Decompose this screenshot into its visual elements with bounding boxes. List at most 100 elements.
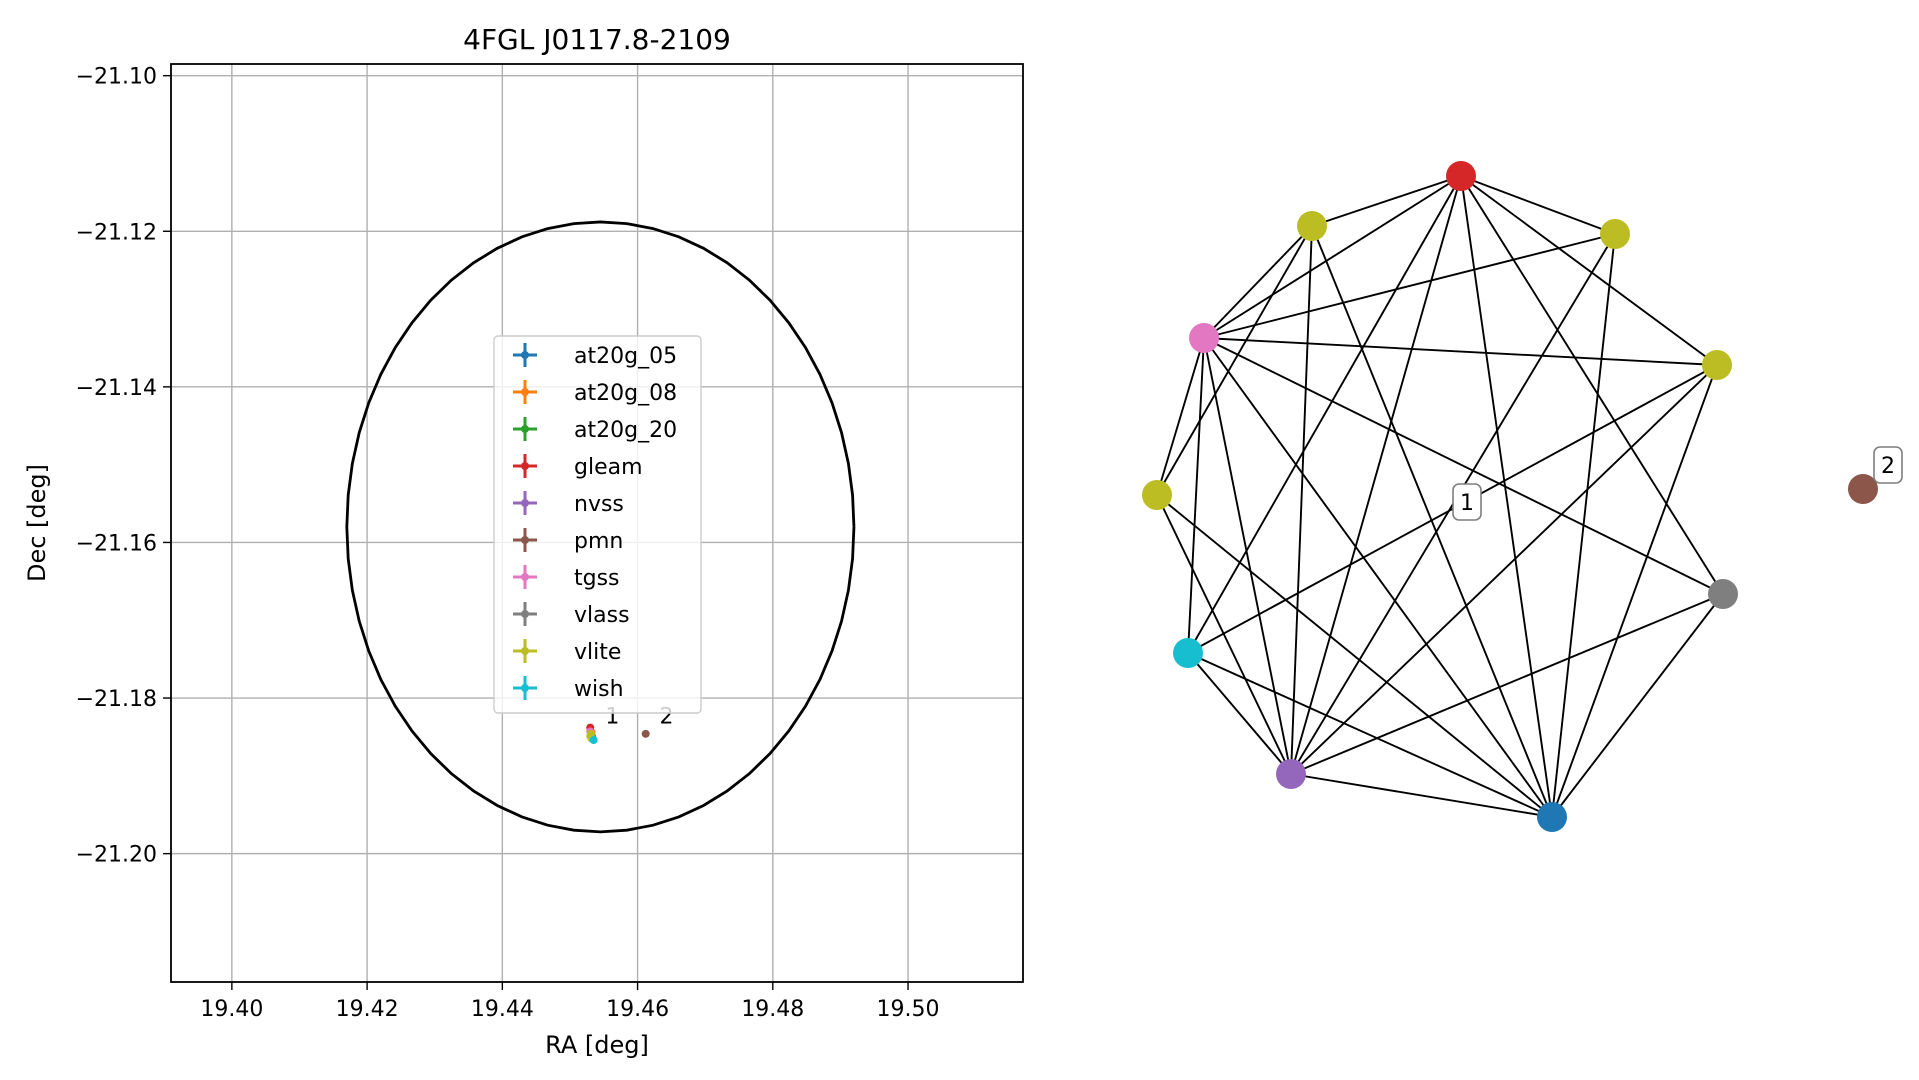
legend-label: gleam bbox=[574, 455, 643, 480]
legend-marker-dot bbox=[521, 499, 529, 507]
network-edge bbox=[1187, 652, 1553, 818]
network-edge bbox=[1203, 233, 1616, 339]
legend-marker-dot bbox=[521, 647, 529, 655]
legend-entry: wish bbox=[513, 676, 624, 702]
network-edge bbox=[1290, 773, 1553, 818]
network-cluster-labels: 12 bbox=[1452, 446, 1903, 521]
network-edge bbox=[1203, 225, 1313, 339]
legend-marker-dot bbox=[521, 610, 529, 618]
legend-entry: vlass bbox=[513, 602, 630, 628]
network-edge bbox=[1551, 593, 1724, 818]
legend-label: pmn bbox=[574, 529, 623, 554]
network-edge bbox=[1203, 337, 1718, 366]
association-network: 12 bbox=[1142, 161, 1903, 832]
data-points bbox=[586, 723, 650, 745]
legend-box bbox=[493, 335, 702, 714]
network-edge bbox=[1290, 225, 1313, 775]
y-tick-label: −21.16 bbox=[76, 531, 157, 556]
x-axis-ticks: 19.40 19.42 19.44 19.46 19.48 19.50 bbox=[200, 982, 940, 1022]
point-pmn bbox=[641, 729, 650, 738]
legend-marker-dot bbox=[521, 388, 529, 396]
network-node-at20g bbox=[1537, 802, 1567, 832]
legend-entry: at20g_05 bbox=[513, 343, 677, 369]
network-cluster-label-text: 1 bbox=[1460, 491, 1474, 516]
network-edge bbox=[1203, 337, 1724, 595]
legend-entry: nvss bbox=[513, 491, 624, 517]
x-tick-label: 19.40 bbox=[200, 997, 263, 1022]
legend-marker-dot bbox=[521, 536, 529, 544]
network-node-vlite_b bbox=[1600, 219, 1630, 249]
network-edge bbox=[1460, 175, 1724, 595]
legend-label: at20g_20 bbox=[574, 418, 677, 443]
y-tick-label: −21.20 bbox=[76, 843, 157, 868]
legend-marker-dot bbox=[521, 425, 529, 433]
network-node-vlite_d bbox=[1702, 350, 1732, 380]
legend-label: nvss bbox=[574, 492, 624, 517]
network-edge bbox=[1460, 175, 1718, 366]
network-edge bbox=[1203, 337, 1292, 775]
y-axis-ticks: −21.10 −21.12 −21.14 −21.16 −21.18 −21.20 bbox=[76, 65, 171, 868]
y-tick-label: −21.18 bbox=[76, 687, 157, 712]
network-edge bbox=[1551, 364, 1718, 818]
error-ellipse-outline bbox=[345, 220, 856, 834]
x-tick-label: 19.44 bbox=[471, 997, 534, 1022]
network-node-vlite_c bbox=[1142, 480, 1172, 510]
legend-entry: pmn bbox=[513, 528, 623, 554]
network-edge bbox=[1156, 494, 1553, 818]
network-edge bbox=[1290, 364, 1718, 775]
point-wish bbox=[589, 736, 598, 745]
network-node-vlass bbox=[1708, 579, 1738, 609]
network-node-tgss bbox=[1189, 323, 1219, 353]
network-node-pmn bbox=[1848, 474, 1878, 504]
network-edges bbox=[1156, 175, 1724, 818]
network-edge bbox=[1187, 175, 1462, 654]
network-cluster-label-box bbox=[1452, 483, 1482, 521]
network-node-vlite_a bbox=[1297, 211, 1327, 241]
network-edge bbox=[1156, 225, 1313, 496]
x-axis-label: RA [deg] bbox=[545, 1031, 649, 1059]
network-cluster-label-box bbox=[1873, 446, 1903, 484]
network-edge bbox=[1187, 337, 1205, 654]
network-node-gleam bbox=[1446, 161, 1476, 191]
network-edge bbox=[1156, 337, 1205, 496]
network-edge bbox=[1203, 337, 1553, 818]
network-edge bbox=[1460, 175, 1553, 818]
network-node-nvss bbox=[1276, 759, 1306, 789]
legend-entry: vlite bbox=[513, 639, 621, 665]
network-edge bbox=[1203, 175, 1462, 339]
x-tick-label: 19.42 bbox=[336, 997, 399, 1022]
y-tick-label: −21.12 bbox=[76, 220, 157, 245]
x-tick-label: 19.50 bbox=[877, 997, 940, 1022]
network-edge bbox=[1290, 593, 1724, 775]
x-tick-label: 19.48 bbox=[741, 997, 804, 1022]
network-cluster-label: 1 bbox=[1452, 483, 1482, 521]
y-tick-label: −21.14 bbox=[76, 376, 157, 401]
legend-marker-dot bbox=[521, 462, 529, 470]
network-edge bbox=[1311, 225, 1553, 818]
network-edge bbox=[1187, 652, 1292, 775]
legend-marker-dot bbox=[521, 351, 529, 359]
network-cluster-label-text: 2 bbox=[1881, 454, 1895, 479]
network-edge bbox=[1460, 175, 1616, 235]
chart-title: 4FGL J0117.8-2109 bbox=[463, 23, 731, 56]
network-node-wish bbox=[1173, 638, 1203, 668]
legend-label: vlite bbox=[574, 640, 621, 665]
y-tick-label: −21.10 bbox=[76, 65, 157, 90]
network-cluster-label: 2 bbox=[1873, 446, 1903, 484]
legend-label: at20g_08 bbox=[574, 381, 677, 406]
y-axis-label: Dec [deg] bbox=[23, 464, 51, 582]
legend-label: vlass bbox=[574, 603, 630, 628]
legend-entry: at20g_08 bbox=[513, 380, 677, 406]
network-edge bbox=[1156, 494, 1292, 775]
legend-label: at20g_05 bbox=[574, 344, 677, 369]
legend-entry: at20g_20 bbox=[513, 417, 677, 443]
legend-entry: gleam bbox=[513, 454, 643, 480]
network-edge bbox=[1290, 175, 1462, 775]
x-tick-label: 19.46 bbox=[606, 997, 669, 1022]
error-ellipse bbox=[345, 220, 856, 834]
network-edge bbox=[1311, 175, 1462, 227]
plot-frame bbox=[170, 63, 1024, 983]
